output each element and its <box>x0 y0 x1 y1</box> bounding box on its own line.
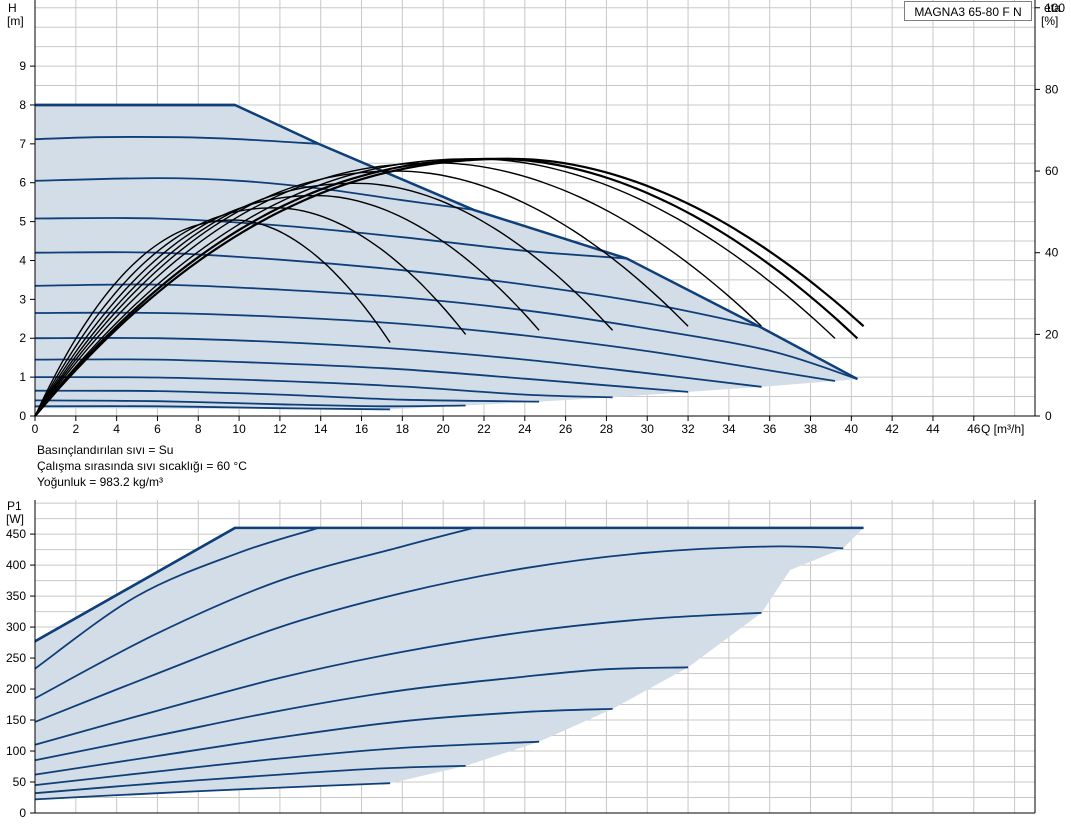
efficiency-curves <box>34 157 865 417</box>
head-axis-unit: [m] <box>7 14 24 28</box>
x-tick-label: 38 <box>804 422 818 436</box>
x-tick-label: 26 <box>559 422 573 436</box>
fluid-note: Basınçlandırılan sıvı = Su <box>37 443 174 457</box>
power-tick-label: 100 <box>6 744 26 758</box>
power-tick-label: 300 <box>6 620 26 634</box>
power-operating-envelope <box>35 527 864 800</box>
head-axis-symbol: H <box>8 1 17 15</box>
head-curve-7 <box>34 311 836 382</box>
head-curve-13 <box>34 405 391 411</box>
eta-tick-label: 100 <box>1045 1 1065 15</box>
efficiency-curve-1 <box>34 219 391 417</box>
x-tick-label: 18 <box>396 422 410 436</box>
x-tick-label: 0 <box>32 422 39 436</box>
head-tick-label: 0 <box>19 409 26 423</box>
x-tick-label: 2 <box>72 422 79 436</box>
power-curves <box>34 526 864 801</box>
power-curve-7 <box>34 708 613 776</box>
eta-axis-unit: [%] <box>1041 14 1058 28</box>
eta-axis-symbol: eta <box>1044 1 1061 15</box>
x-tick-label: 24 <box>518 422 532 436</box>
tick-labels: 0 2 4 6 8 10 12 14 16 18 20 22 24 26 28 30 32 34 36 38 40 42 4… <box>6 1 1065 820</box>
power-curve-6 <box>34 666 689 762</box>
head-tick-label: 1 <box>19 370 26 384</box>
x-tick-label: 46 <box>967 422 981 436</box>
power-tick-label: 0 <box>19 806 26 820</box>
head-curve-10 <box>34 376 613 399</box>
power-tick-label: 50 <box>13 775 27 789</box>
x-tick-label: 44 <box>926 422 940 436</box>
x-tick-label: 16 <box>355 422 369 436</box>
x-tick-label: 10 <box>232 422 246 436</box>
x-tick-label: 36 <box>763 422 777 436</box>
head-tick-label: 4 <box>19 253 26 267</box>
x-tick-label: 12 <box>273 422 287 436</box>
eta-tick-label: 0 <box>1045 409 1052 423</box>
head-curve-9 <box>34 358 689 393</box>
head-curve-12 <box>34 399 466 408</box>
x-tick-label: 20 <box>436 422 450 436</box>
power-curve-8 <box>34 740 540 786</box>
head-tick-label: 8 <box>19 98 26 112</box>
power-tick-label: 350 <box>6 589 26 603</box>
head-tick-label: 7 <box>19 137 26 151</box>
efficiency-curve-3 <box>34 194 540 417</box>
head-chart-grid <box>34 0 1035 417</box>
head-tick-label: 2 <box>19 331 26 345</box>
density-note: Yoğunluk = 983.2 kg/m³ <box>37 475 163 489</box>
x-tick-label: 8 <box>195 422 202 436</box>
power-curve-5 <box>34 611 762 746</box>
power-curve-10 <box>34 782 391 801</box>
x-tick-label: 30 <box>641 422 655 436</box>
head-curve-11 <box>34 389 540 403</box>
power-curve-2 <box>34 527 319 670</box>
head-curve-2 <box>34 136 319 145</box>
power-tick-label: 250 <box>6 651 26 665</box>
power-tick-label: 400 <box>6 558 26 572</box>
head-curve-4 <box>34 217 627 260</box>
power-envelope-area <box>35 527 864 800</box>
power-curve-1 <box>34 526 236 643</box>
x-tick-label: 14 <box>314 422 328 436</box>
power-tick-label: 150 <box>6 713 26 727</box>
efficiency-curve-9 <box>34 157 865 417</box>
head-tick-label: 6 <box>19 176 26 190</box>
x-tick-label: 34 <box>722 422 736 436</box>
eta-tick-label: 20 <box>1045 327 1059 341</box>
eta-tick-label: 60 <box>1045 164 1059 178</box>
head-tick-label: 3 <box>19 292 26 306</box>
head-tick-label: 9 <box>19 59 26 73</box>
power-tick-label: 200 <box>6 682 26 696</box>
power-curve-3 <box>34 527 475 700</box>
efficiency-curve-4 <box>34 182 614 417</box>
chart-axes <box>30 0 1040 814</box>
power-curve-9 <box>34 765 466 795</box>
x-tick-label: 42 <box>885 422 899 436</box>
efficiency-curve-8 <box>34 157 859 417</box>
power-tick-label: 450 <box>6 527 26 541</box>
x-tick-label: 32 <box>681 422 695 436</box>
eta-tick-label: 80 <box>1045 82 1059 96</box>
efficiency-curve-7 <box>34 158 836 417</box>
power-curve-4 <box>34 545 844 723</box>
pump-model-label: MAGNA3 65-80 F N <box>904 1 1032 21</box>
x-tick-label: 40 <box>845 422 859 436</box>
power-axis-unit: [W] <box>6 512 24 526</box>
power-axis-symbol: P1 <box>7 499 22 513</box>
eta-tick-label: 40 <box>1045 246 1059 260</box>
x-tick-label: 22 <box>477 422 491 436</box>
head-curve-8 <box>34 337 762 388</box>
head-curve-3 <box>34 177 474 211</box>
head-curve-5 <box>34 251 760 328</box>
x-tick-label: 28 <box>600 422 614 436</box>
flow-axis-title: Q [m³/h] <box>981 422 1024 436</box>
x-tick-label: 4 <box>113 422 120 436</box>
temperature-note: Çalışma sırasında sıvı sıcaklığı = 60 °C <box>37 459 247 473</box>
head-tick-label: 5 <box>19 215 26 229</box>
x-tick-label: 6 <box>154 422 161 436</box>
